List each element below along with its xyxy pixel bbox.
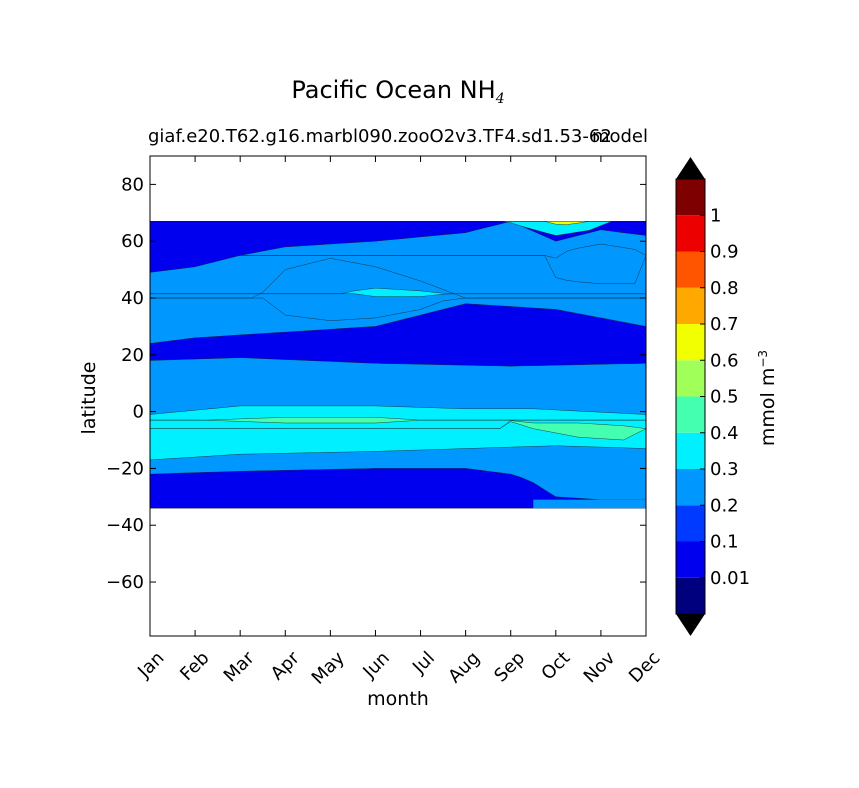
colorbar-segment: [676, 251, 705, 288]
x-tick-label: May: [308, 647, 349, 688]
y-axis-label: latitude: [78, 362, 100, 435]
y-tick-label: −60: [106, 572, 144, 593]
field-equator-peak-w: [150, 417, 646, 424]
y-tick-label: 80: [121, 174, 144, 195]
chart-subtitle-model: model: [591, 126, 648, 147]
colorbar-label: mmol m−3: [756, 350, 779, 446]
x-tick-label: Nov: [580, 647, 620, 687]
field-northeast-mid: [150, 243, 646, 284]
y-tick-label: 40: [121, 288, 144, 309]
colorbar-tick-label: 0.1: [710, 532, 739, 553]
colorbar-segment: [676, 505, 705, 542]
colorbar-tick-label: 0.9: [710, 242, 739, 263]
y-tick-label: 20: [121, 345, 144, 366]
colorbar-tick-label: 1: [710, 205, 721, 226]
colorbar-tick-label: 0.5: [710, 387, 739, 408]
chart-title-text: Pacific Ocean NH: [291, 76, 496, 104]
x-axis-label: month: [367, 688, 429, 710]
colorbar-tick-label: 0.4: [710, 423, 739, 444]
colorbar-segment: [676, 396, 705, 433]
field-south-east: [533, 499, 646, 509]
field-north-peak: [150, 287, 646, 297]
colorbar-over-arrow: [676, 157, 705, 179]
colorbar-segment: [676, 179, 705, 216]
colorbar: 0.01 0.1 0.2 0.3 0.4 0.5 0.6 0.7 0.8 0.9 1: [675, 157, 750, 636]
heatmap-fields: [150, 221, 646, 509]
y-tick-label: −40: [106, 515, 144, 536]
x-tick-label: Dec: [625, 648, 664, 687]
colorbar-segment: [676, 324, 705, 361]
colorbar-tick-label: 0.3: [710, 459, 739, 480]
colorbar-tick-label: 0.7: [710, 314, 739, 335]
colorbar-tick-label: 0.6: [710, 350, 739, 371]
x-tick-label: Sep: [490, 648, 529, 687]
chart-title: Pacific Ocean NH4: [150, 76, 646, 107]
colorbar-segment: [676, 577, 705, 614]
x-tick-label: Apr: [267, 647, 304, 684]
plot-frame: [149, 155, 647, 637]
chart-subtitle-case: giaf.e20.T62.g16.marbl090.zooO2v3.TF4.sd…: [148, 126, 612, 147]
chart-title-subscript: 4: [495, 91, 505, 107]
field-south-low: [150, 468, 646, 509]
colorbar-segment: [676, 360, 705, 397]
x-tick-label: Oct: [537, 648, 574, 685]
colorbar-segment: [676, 469, 705, 506]
colorbar-label-text: mmol m: [757, 368, 779, 446]
x-tick-label: Mar: [220, 647, 259, 686]
colorbar-segment: [676, 215, 705, 252]
x-tick-label: Feb: [176, 648, 213, 685]
x-tick-label: Jun: [358, 648, 393, 683]
field-mid-low: [150, 303, 646, 367]
colorbar-segment: [676, 287, 705, 324]
y-tick-label: 60: [121, 231, 144, 252]
x-tick-label: Jul: [408, 648, 439, 679]
colorbar-segment: [676, 432, 705, 469]
y-tick-label: −20: [106, 458, 144, 479]
field-north-top-yellow: [150, 221, 646, 225]
colorbar-label-exponent: −3: [756, 350, 770, 368]
field-equator-peak-e: [150, 420, 646, 441]
colorbar-tick-label: 0.2: [710, 495, 739, 516]
x-tick-label: Aug: [444, 648, 484, 688]
colorbar-tick-label: 0.01: [710, 568, 750, 589]
colorbar-under-arrow: [676, 614, 705, 636]
colorbar-tick-label: 0.8: [710, 278, 739, 299]
x-tick-label: Jan: [133, 648, 168, 683]
colorbar-segment: [676, 541, 705, 578]
y-axis: 80 60 40 20 0 −20 −40 −60: [106, 174, 646, 593]
y-tick-label: 0: [133, 402, 144, 423]
